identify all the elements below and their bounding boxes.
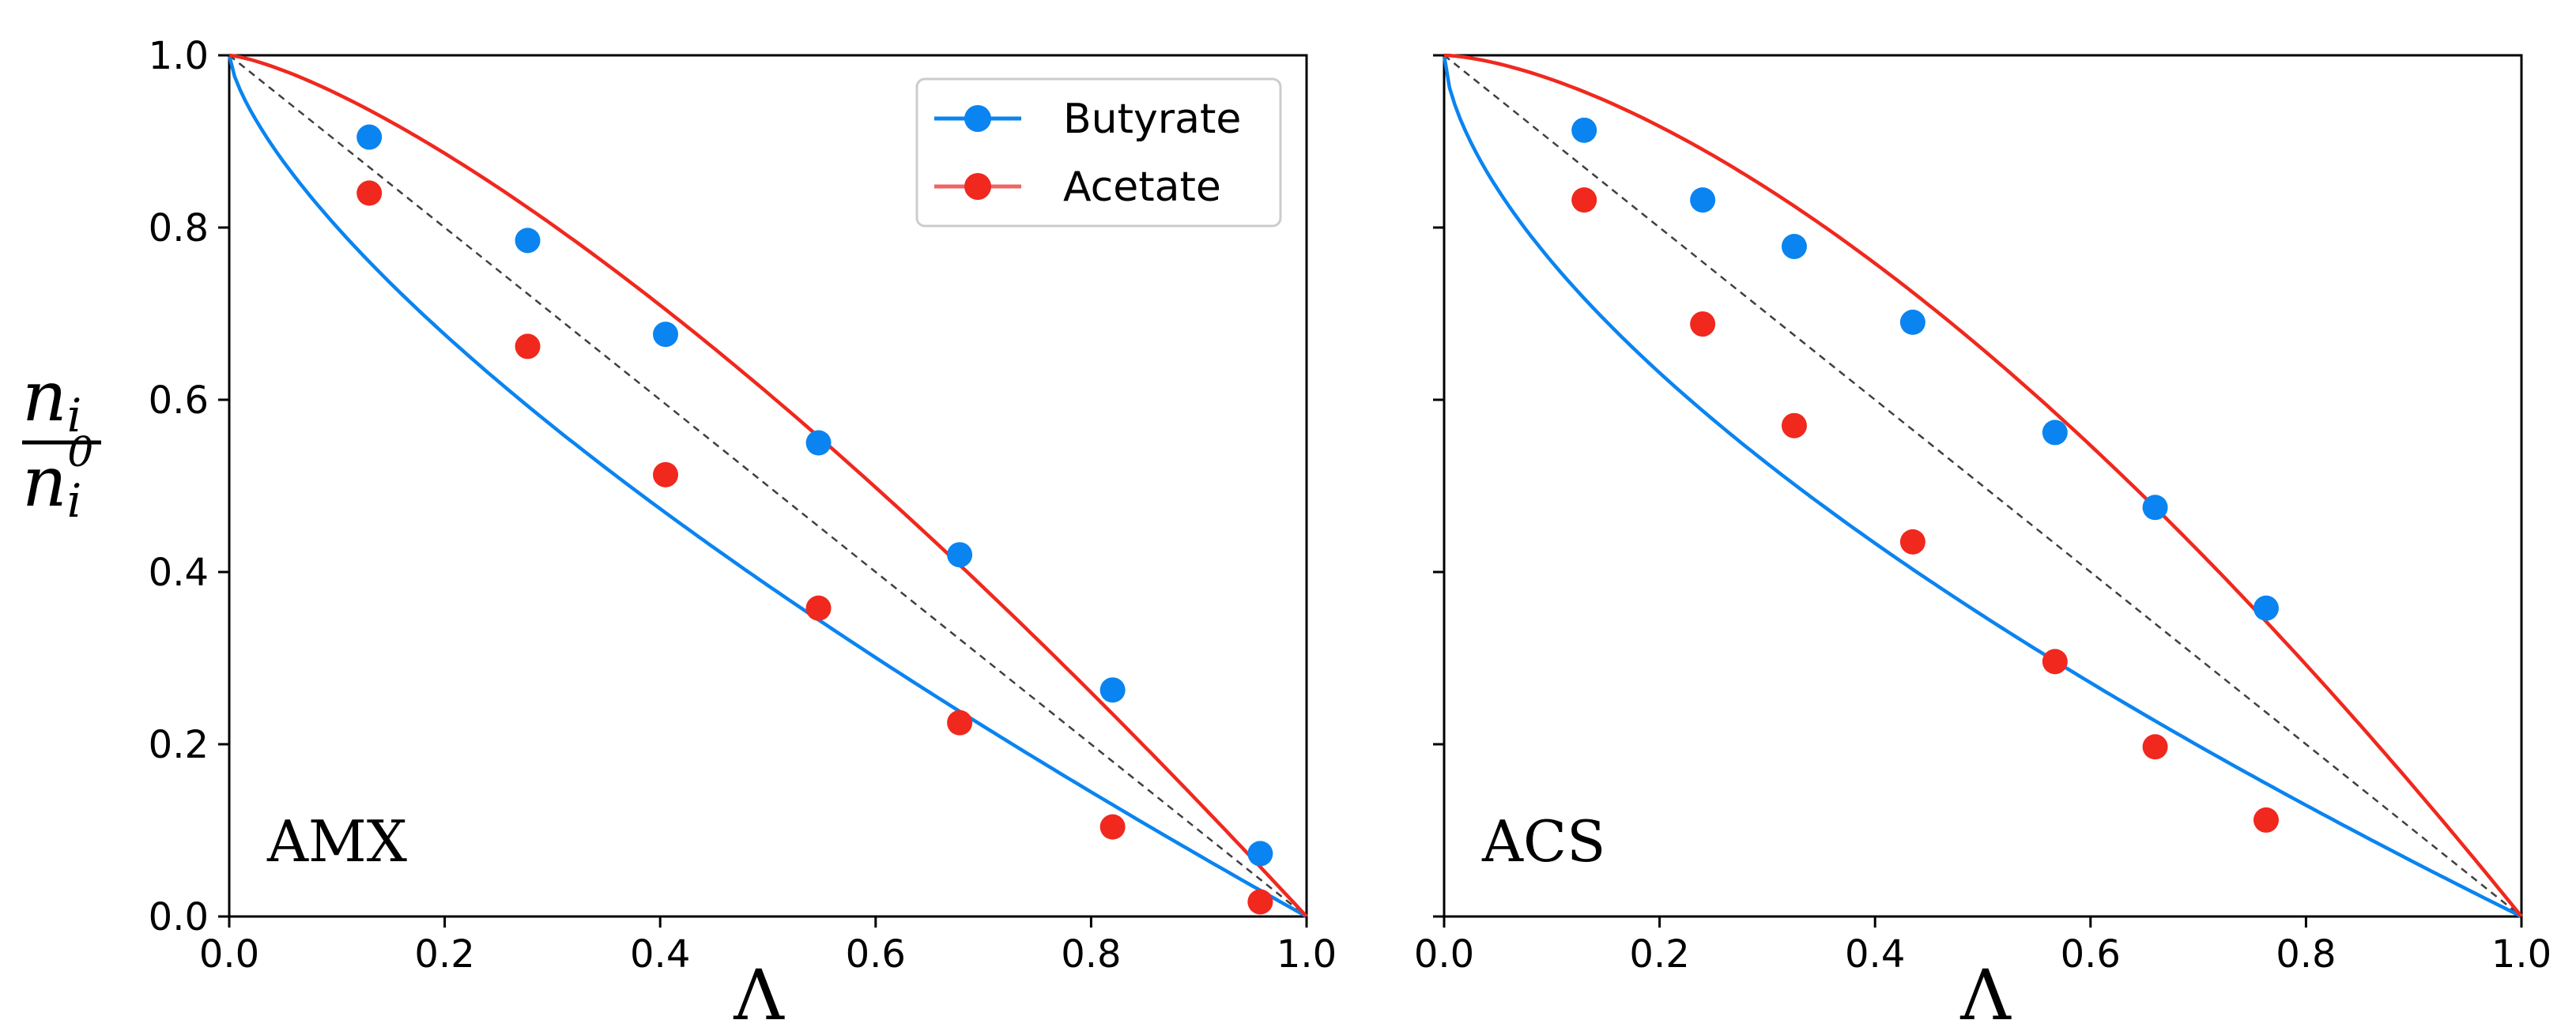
x-tick-label: 1.0: [1277, 932, 1337, 977]
y-axis-label: ni ni0: [22, 356, 101, 528]
x-tick-label: 0.0: [1414, 932, 1474, 977]
butyrate-fit-curve: [1442, 55, 2523, 919]
y-tick-label: 0.8: [149, 206, 209, 250]
acetate-point: [356, 180, 383, 206]
acetate-point: [2042, 649, 2068, 675]
acetate-point: [1247, 889, 1273, 915]
x-tick-label: 0.4: [630, 932, 690, 977]
butyrate-point: [1899, 309, 1925, 335]
butyrate-point: [356, 124, 383, 150]
x-tick-label: 1.0: [2491, 932, 2551, 977]
acetate-point: [515, 333, 541, 359]
y-tick-label: 0.2: [149, 723, 209, 767]
x-tick-label: 0.4: [1845, 932, 1905, 977]
panel-amx: 0.0 0.2 0.4 0.6 0.8 1.0 0.00.20.40.60.81.0 Λ …: [149, 34, 1337, 1035]
y-label-numerator: ni: [22, 356, 81, 442]
butyrate-point: [805, 430, 832, 456]
reference-diagonal-line: [228, 55, 1307, 917]
reference-line-group: [1443, 55, 2522, 917]
legend-butyrate-marker: [964, 105, 991, 132]
butyrate-point: [653, 322, 679, 348]
butyrate-point: [1247, 841, 1273, 867]
x-axis-label: Λ: [1959, 954, 2012, 1035]
acetate-fit-curve: [228, 53, 1308, 918]
butyrate-fit-curve: [227, 55, 1308, 918]
y-axis-ticks: 0.0 0.2 0.4 0.6 0.8 1.0: [149, 34, 229, 939]
acetate-point: [805, 595, 832, 621]
acetate-point: [1899, 529, 1925, 555]
data-points: [356, 124, 1273, 915]
x-tick-label: 0.2: [1629, 932, 1689, 977]
butyrate-point: [2142, 495, 2168, 521]
acetate-point: [947, 709, 973, 736]
x-tick-label: 0.6: [846, 932, 906, 977]
butyrate-point: [2042, 420, 2068, 446]
legend: Butyrate Acetate: [915, 77, 1282, 228]
legend-acetate-label: Acetate: [1063, 164, 1221, 211]
legend-acetate-marker: [964, 173, 991, 200]
reference-diagonal-line: [1443, 55, 2522, 917]
butyrate-point: [515, 228, 541, 254]
x-tick-label: 0.8: [2276, 932, 2336, 977]
butyrate-point: [2253, 595, 2279, 621]
y-label-denominator: ni0: [22, 429, 93, 528]
panel-acs: 0.0 0.2 0.4 0.6 0.8 1.0 Λ ACS: [1414, 53, 2551, 1035]
butyrate-point: [1690, 187, 1716, 213]
legend-butyrate-label: Butyrate: [1063, 96, 1241, 143]
butyrate-point: [1571, 117, 1597, 143]
butyrate-point: [947, 542, 973, 568]
fit-curves: [227, 53, 1308, 918]
x-tick-label: 0.8: [1061, 932, 1121, 977]
y-tick-label: 0.6: [149, 378, 209, 423]
panel-label: ACS: [1481, 808, 1605, 875]
y-tick-label: 0.0: [149, 895, 209, 939]
x-axis-ticks: 0.0 0.2 0.4 0.6 0.8 1.0: [1414, 916, 2551, 977]
x-tick-label: 0.2: [414, 932, 474, 977]
plot-frame: [228, 54, 1308, 918]
fit-curves: [1442, 53, 2523, 919]
data-points: [1571, 117, 2279, 833]
legend-frame: [915, 77, 1282, 228]
acetate-point: [1781, 412, 1807, 438]
y-tick-label: 0.4: [149, 551, 209, 595]
acetate-point: [1571, 187, 1597, 213]
acetate-point: [1690, 311, 1716, 337]
x-tick-label: 0.0: [199, 932, 259, 977]
reference-line-group: [228, 55, 1307, 917]
x-axis-ticks: 0.0 0.2 0.4 0.6 0.8 1.0: [199, 916, 1337, 977]
acetate-point: [653, 461, 679, 487]
butyrate-point: [1099, 677, 1126, 703]
panel-label: AMX: [266, 808, 407, 875]
acetate-point: [2142, 734, 2168, 760]
butyrate-point: [1781, 233, 1807, 259]
x-axis-label: Λ: [733, 954, 785, 1035]
x-tick-label: 0.6: [2061, 932, 2121, 977]
acetate-point: [2253, 807, 2279, 833]
y-tick-label: 1.0: [149, 34, 209, 78]
plot-frame: [1443, 54, 2523, 918]
y-axis-ticks: [1433, 54, 1444, 918]
acetate-fit-curve: [1443, 53, 2523, 918]
acetate-point: [1099, 814, 1126, 840]
